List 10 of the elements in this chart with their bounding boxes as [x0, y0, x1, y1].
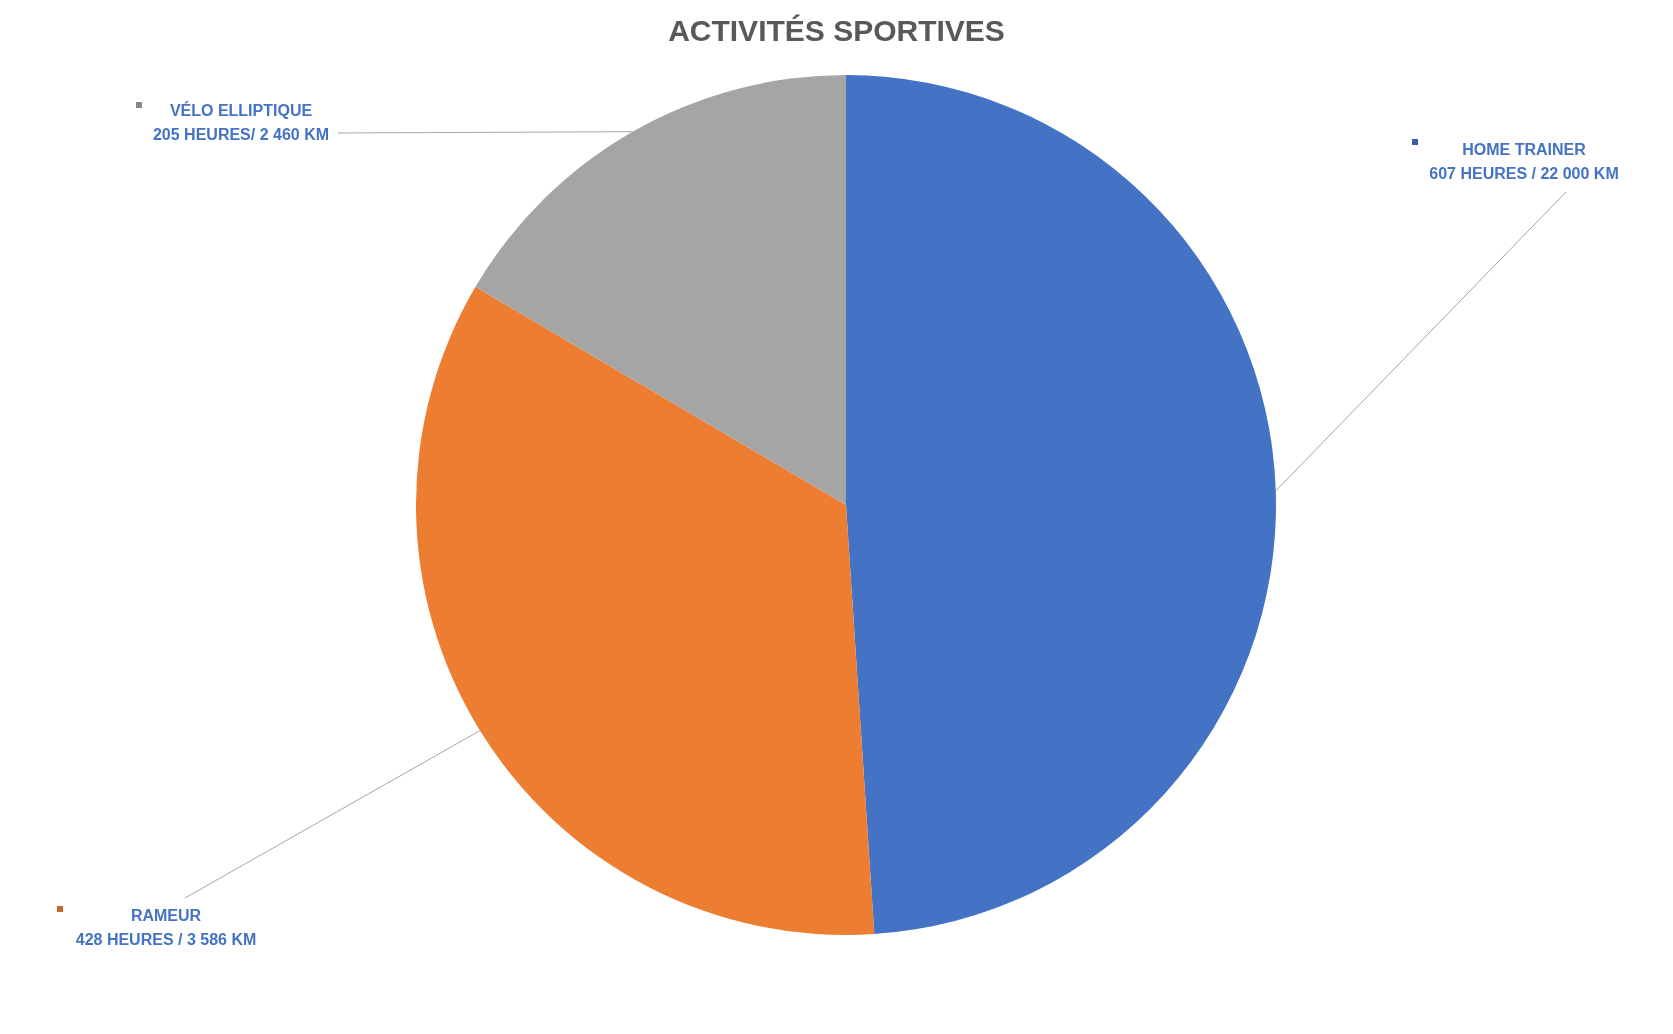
slice-label: VÉLO ELLIPTIQUE: [169, 100, 313, 119]
data-label: 205 HEURES/ 2 460 KM: [152, 125, 330, 143]
chart-title: ACTIVITÉS SPORTIVES: [668, 13, 1005, 47]
slice-label: HOME TRAINER: [1462, 140, 1587, 158]
slice-label: RAMEUR: [130, 906, 202, 924]
pie-slice: [416, 286, 875, 935]
data-label: 607 HEURES / 22 000 KM: [1429, 164, 1619, 182]
pie-slice: [475, 75, 846, 505]
pie-slice: [846, 75, 1276, 935]
data-label: 428 HEURES / 3 586 KM: [75, 930, 257, 948]
